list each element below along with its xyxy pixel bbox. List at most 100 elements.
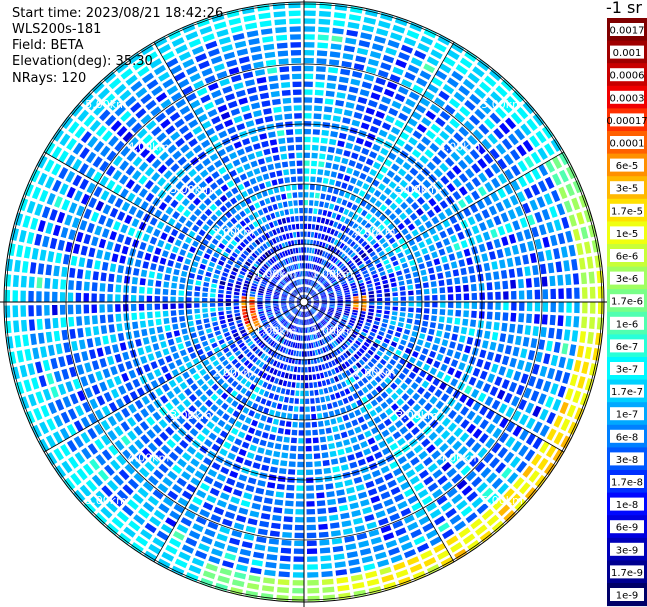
- range-gate: [365, 480, 375, 489]
- range-gate: [117, 363, 126, 373]
- range-gate: [498, 366, 507, 376]
- field-label: Field: BETA: [12, 38, 84, 53]
- range-gate: [14, 335, 22, 348]
- range-gate: [357, 458, 366, 466]
- range-gate: [311, 342, 314, 349]
- range-gate: [170, 345, 177, 353]
- range-gate: [413, 325, 420, 332]
- range-gate: [121, 372, 130, 382]
- range-gate: [313, 273, 317, 279]
- range-gate: [444, 448, 455, 459]
- range-gate: [37, 155, 48, 169]
- range-gate: [235, 393, 243, 401]
- range-gate: [186, 65, 198, 76]
- range-gate: [378, 129, 388, 138]
- range-gate: [202, 158, 211, 167]
- range-gate: [336, 309, 342, 312]
- colorbar-label-box: [610, 429, 644, 443]
- range-gate: [324, 170, 331, 177]
- range-gate: [204, 323, 211, 329]
- range-gate: [324, 235, 329, 241]
- range-gate: [68, 202, 78, 214]
- range-gate: [432, 155, 442, 165]
- range-gate: [186, 291, 192, 297]
- range-gate: [414, 277, 421, 284]
- range-gate: [316, 66, 326, 72]
- range-gate: [342, 267, 348, 273]
- range-gate: [135, 535, 149, 547]
- range-gate: [310, 358, 314, 365]
- range-gate: [192, 338, 199, 345]
- range-gate: [342, 316, 348, 321]
- range-gate: [117, 332, 125, 342]
- range-gate: [527, 240, 535, 252]
- range-gate: [421, 247, 429, 255]
- range-gate: [282, 444, 289, 451]
- range-gate: [221, 402, 229, 411]
- range-gate: [333, 257, 338, 264]
- range-gate: [241, 267, 248, 273]
- range-gate: [396, 327, 403, 333]
- colorbar-label: 6e-6: [616, 252, 639, 263]
- range-gate: [472, 129, 484, 141]
- range-gate: [80, 131, 92, 144]
- range-gate: [203, 282, 210, 287]
- range-gate: [208, 229, 216, 236]
- range-gate: [337, 324, 344, 329]
- range-gate: [288, 461, 296, 467]
- range-gate: [431, 308, 438, 315]
- range-gate: [508, 233, 517, 244]
- range-gate: [232, 267, 239, 273]
- range-gate: [320, 193, 326, 200]
- range-gate: [36, 291, 42, 302]
- range-gate: [364, 514, 375, 522]
- range-gate: [472, 367, 481, 377]
- range-gate: [297, 310, 300, 316]
- range-gate: [344, 292, 351, 295]
- range-gate: [244, 434, 253, 442]
- range-gate: [345, 37, 357, 45]
- range-gate: [554, 369, 563, 382]
- range-gate: [344, 479, 353, 487]
- range-gate: [194, 286, 201, 292]
- range-gate: [196, 489, 207, 499]
- range-gate: [306, 469, 314, 476]
- range-gate: [311, 272, 315, 278]
- range-gate: [219, 205, 228, 213]
- range-gate: [206, 421, 215, 430]
- range-gate: [318, 289, 324, 293]
- range-gate: [453, 242, 461, 251]
- range-gate: [290, 349, 294, 356]
- range-gate: [306, 287, 308, 293]
- range-gate: [205, 389, 214, 397]
- range-gate: [273, 305, 279, 307]
- range-gate: [488, 251, 496, 260]
- range-gate: [463, 310, 469, 318]
- range-gate: [208, 261, 216, 268]
- range-gate: [216, 351, 223, 358]
- range-gate: [304, 375, 309, 381]
- range-gate: [361, 305, 367, 308]
- range-gate: [392, 66, 404, 76]
- range-gate: [259, 92, 270, 100]
- range-gate: [291, 307, 297, 312]
- range-gate: [465, 437, 476, 448]
- range-gate: [162, 348, 170, 356]
- range-gate: [294, 342, 298, 349]
- range-gate: [425, 374, 434, 382]
- range-gate: [114, 140, 125, 152]
- range-gate: [576, 345, 585, 358]
- range-gate: [319, 153, 326, 160]
- range-gate: [268, 538, 279, 545]
- range-gate: [202, 224, 210, 232]
- range-gate: [268, 75, 278, 82]
- range-gate: [279, 317, 284, 322]
- range-gate: [306, 255, 309, 261]
- range-gate: [360, 311, 366, 315]
- range-gate: [439, 63, 452, 74]
- colorbar-label-box: [610, 407, 644, 421]
- range-gate: [180, 144, 190, 154]
- range-gate: [529, 135, 540, 148]
- range-gate: [412, 84, 424, 94]
- range-gate: [321, 306, 327, 309]
